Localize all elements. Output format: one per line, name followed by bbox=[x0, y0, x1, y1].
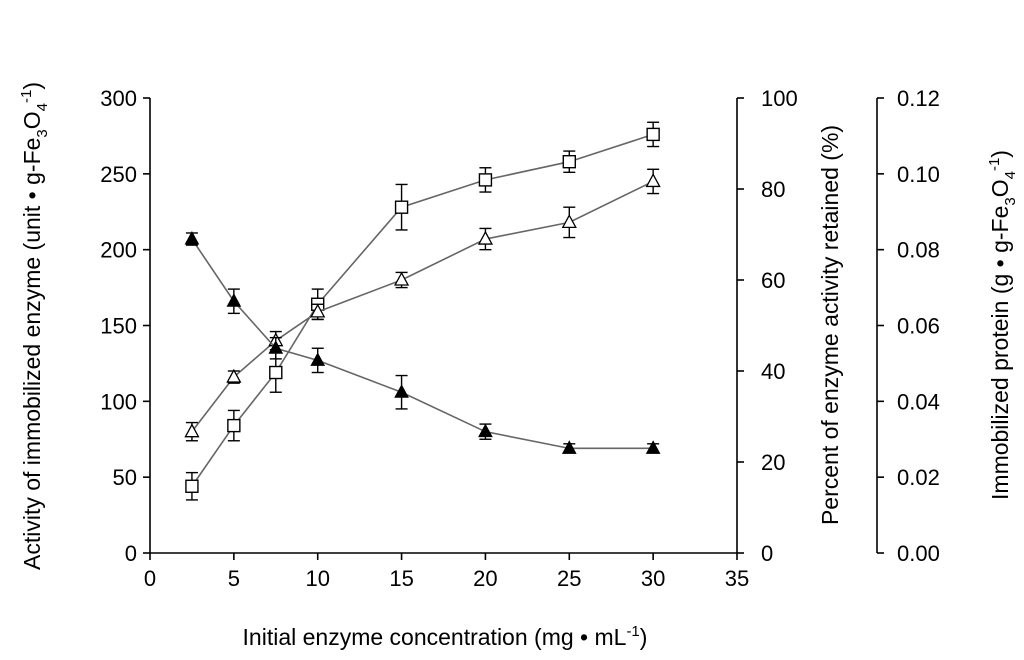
data-point-open-triangle bbox=[477, 230, 494, 245]
data-point-square bbox=[269, 365, 283, 380]
y-right2-tick-label: 0.12 bbox=[897, 86, 940, 111]
data-point-square bbox=[394, 200, 409, 214]
y-left-tick-label: 250 bbox=[100, 162, 137, 187]
data-point-square bbox=[562, 154, 576, 169]
y-right1-tick-label: 20 bbox=[761, 450, 785, 475]
data-point-square bbox=[185, 479, 199, 493]
data-point-square bbox=[227, 418, 241, 433]
data-point-filled-triangle bbox=[226, 293, 242, 307]
data-point-filled-triangle bbox=[645, 440, 661, 454]
y-right2-tick-label: 0.06 bbox=[897, 314, 940, 339]
series-filled-triangle bbox=[184, 231, 661, 454]
data-point-filled-triangle bbox=[394, 384, 409, 398]
y-left-axis-title: Activity of immobilized enzyme (unit • g… bbox=[18, 82, 51, 570]
y-left-tick-label: 300 bbox=[100, 86, 137, 111]
y-right1-tick-label: 60 bbox=[761, 268, 785, 293]
y-left-tick-label: 0 bbox=[125, 541, 137, 566]
x-tick-label: 5 bbox=[228, 566, 240, 591]
x-tick-label: 30 bbox=[641, 566, 665, 591]
data-point-filled-triangle bbox=[561, 440, 577, 454]
series-line bbox=[191, 133, 654, 487]
y-right1-tick-label: 0 bbox=[761, 541, 773, 566]
y-left-tick-label: 50 bbox=[113, 465, 137, 490]
y-right1-tick-label: 40 bbox=[761, 359, 785, 384]
data-point-open-triangle bbox=[310, 303, 326, 318]
y-left-tick-label: 100 bbox=[100, 389, 137, 414]
x-tick-label: 0 bbox=[144, 566, 156, 591]
y-right2-tick-label: 0.02 bbox=[897, 465, 940, 490]
x-tick-label: 15 bbox=[389, 566, 413, 591]
data-point-square bbox=[478, 173, 493, 187]
y-right1-tick-label: 80 bbox=[761, 177, 785, 202]
series-open-square bbox=[185, 121, 660, 501]
data-point-filled-triangle bbox=[184, 231, 200, 245]
plot-area bbox=[184, 121, 661, 501]
x-tick-label: 25 bbox=[557, 566, 581, 591]
y-right2-tick-label: 0.04 bbox=[897, 389, 940, 414]
y-right2-axis-title: Immobilized protein (g • g-Fe3O4-1) bbox=[986, 150, 1019, 500]
series-line bbox=[191, 238, 654, 450]
data-point-open-triangle bbox=[393, 271, 410, 286]
y-right1-axis-title: Percent of enzyme activity retained (%) bbox=[817, 125, 843, 525]
axes: 0 5 10 15 20 25 30 35 0 50 100 150 200 250 300 0 20 40 60 8… bbox=[100, 86, 940, 591]
data-point-open-triangle bbox=[561, 214, 577, 229]
data-point-open-triangle bbox=[645, 173, 661, 188]
x-tick-label: 20 bbox=[473, 566, 497, 591]
data-point-filled-triangle bbox=[268, 340, 284, 354]
y-right2-tick-label: 0.08 bbox=[897, 238, 940, 263]
x-axis-title: Initial enzyme concentration (mg • mL-1) bbox=[243, 623, 648, 650]
series-open-triangle bbox=[184, 168, 661, 442]
x-tick-label: 10 bbox=[305, 566, 329, 591]
y-right2-tick-label: 0.10 bbox=[897, 162, 940, 187]
series-line bbox=[191, 180, 654, 433]
y-right2-tick-label: 0.00 bbox=[897, 541, 940, 566]
x-axis-title-sup: -1 bbox=[626, 623, 639, 640]
data-point-open-triangle bbox=[184, 423, 200, 438]
x-tick-label: 35 bbox=[725, 566, 749, 591]
data-point-open-triangle bbox=[226, 368, 242, 383]
y-left-tick-label: 150 bbox=[100, 314, 137, 339]
y-right1-tick-label: 100 bbox=[761, 86, 798, 111]
y-left-tick-label: 200 bbox=[100, 238, 137, 263]
data-point-filled-triangle bbox=[478, 423, 493, 438]
data-point-square bbox=[646, 127, 660, 142]
data-point-filled-triangle bbox=[310, 352, 326, 366]
